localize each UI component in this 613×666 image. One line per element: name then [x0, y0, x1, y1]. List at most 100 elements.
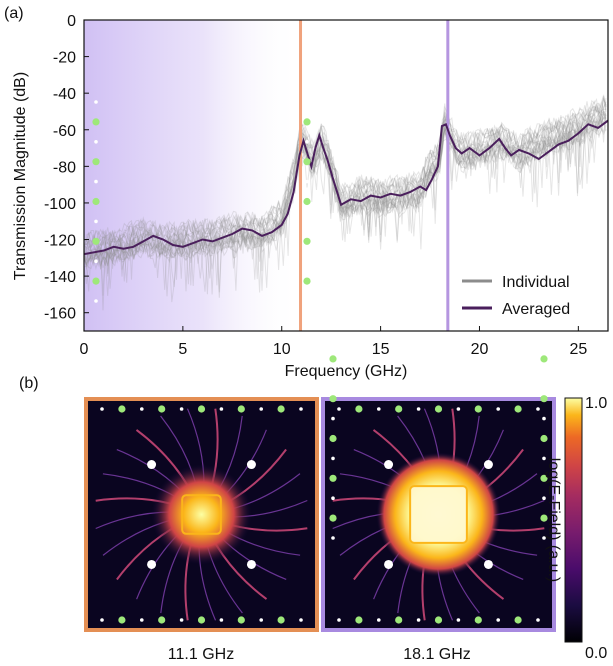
individual-trace	[84, 120, 607, 291]
y-tick-label: -60	[53, 123, 76, 140]
plot-frame	[83, 19, 609, 332]
y-axis: 0 -20 -40 -60 -80 -100 -120 -140 -160	[44, 13, 89, 323]
via-dot	[92, 118, 100, 126]
via-dot	[355, 405, 363, 413]
y-tick-label: -40	[53, 86, 76, 103]
individual-trace	[84, 123, 607, 290]
colorbar: 1.0 0.0 log(E-Field) (a.u.)	[545, 395, 607, 662]
individual-trace	[84, 108, 607, 270]
mounting-hole	[246, 559, 256, 569]
via-dot	[331, 456, 335, 461]
via-dot	[303, 118, 311, 126]
individual-trace	[84, 94, 607, 249]
individual-trace	[84, 120, 607, 295]
via-dot	[158, 405, 166, 413]
y-tick-label: -80	[53, 159, 76, 176]
via-dot	[179, 618, 184, 622]
via-dot	[540, 514, 548, 522]
via-dot	[542, 536, 546, 540]
via-dot	[100, 407, 104, 411]
via-dot	[496, 618, 501, 622]
via-dot	[377, 618, 381, 622]
via-dot	[305, 219, 309, 224]
via-dot	[542, 416, 546, 421]
individual-trace	[84, 111, 607, 296]
via-dot	[94, 259, 98, 264]
via-dot	[416, 618, 421, 622]
via-dot	[331, 337, 335, 341]
via-dot	[92, 237, 100, 245]
mounting-hole	[483, 460, 493, 470]
via-dot	[542, 456, 546, 461]
via-dot	[329, 434, 337, 443]
x-axis-label: Frequency (GHz)	[285, 363, 408, 380]
field-hotspot	[151, 464, 252, 565]
y-axis-label: Transmission Magnitude (dB)	[12, 72, 29, 280]
via-dot	[329, 395, 337, 403]
legend-label-averaged: Averaged	[502, 301, 570, 318]
via-dot	[536, 407, 540, 411]
via-dot	[474, 616, 482, 624]
via-dot	[277, 405, 285, 413]
via-dot	[179, 407, 184, 411]
individual-trace	[84, 113, 607, 311]
via-dot	[197, 616, 206, 624]
y-tick-label: -20	[53, 50, 76, 67]
via-dot	[540, 434, 548, 443]
individual-trace	[84, 108, 606, 271]
via-dot	[514, 405, 522, 413]
via-dot	[94, 219, 98, 224]
individual-trace	[84, 110, 607, 289]
heatmap-title-2: 18.1 GHz	[403, 646, 471, 663]
via-dot	[329, 355, 337, 363]
individual-trace	[84, 115, 607, 303]
individual-trace	[84, 117, 607, 297]
via-dot	[140, 618, 144, 622]
mounting-hole	[384, 460, 394, 470]
individual-trace	[84, 108, 607, 295]
mounting-hole	[147, 559, 157, 569]
via-dot	[331, 416, 335, 421]
via-dot	[355, 616, 363, 624]
averaged-series-line	[84, 119, 608, 256]
individual-trace	[84, 111, 607, 282]
via-dot	[237, 616, 245, 624]
panel-label-a: (a)	[4, 5, 24, 22]
mounting-hole	[384, 559, 394, 569]
x-tick-label: 15	[372, 341, 390, 358]
colorbar-gradient	[564, 397, 583, 643]
via-dot	[94, 100, 98, 104]
via-dot	[94, 179, 98, 184]
x-tick-label: 10	[273, 341, 291, 358]
via-dot	[219, 618, 224, 622]
via-dot	[434, 616, 443, 624]
via-dot	[140, 407, 144, 411]
via-dot	[395, 405, 403, 413]
x-tick-label: 20	[471, 341, 489, 358]
via-dot	[100, 618, 104, 622]
via-dot	[299, 618, 303, 622]
y-tick-label: 0	[67, 13, 76, 30]
via-dot	[197, 405, 206, 413]
chip-outline	[409, 485, 468, 544]
via-dot	[158, 616, 166, 624]
x-tick-label: 0	[80, 341, 89, 358]
x-tick-label: 25	[569, 341, 587, 358]
individual-trace	[84, 111, 607, 296]
frequency-markers	[299, 20, 450, 331]
y-tick-label: -120	[44, 233, 76, 250]
via-dot	[259, 618, 264, 622]
via-dot	[331, 496, 335, 501]
via-dot	[514, 616, 522, 624]
via-dot	[299, 407, 303, 411]
x-tick-label: 5	[178, 341, 187, 358]
via-dot	[540, 395, 548, 403]
chip-outline	[181, 494, 222, 535]
x-axis: 0 5 10 15 20 25	[80, 326, 587, 358]
via-dot	[337, 407, 341, 411]
individual-trace	[84, 104, 607, 277]
via-dot	[331, 536, 335, 540]
via-dot	[94, 140, 98, 144]
via-dot	[237, 405, 245, 413]
via-dot	[331, 377, 335, 381]
